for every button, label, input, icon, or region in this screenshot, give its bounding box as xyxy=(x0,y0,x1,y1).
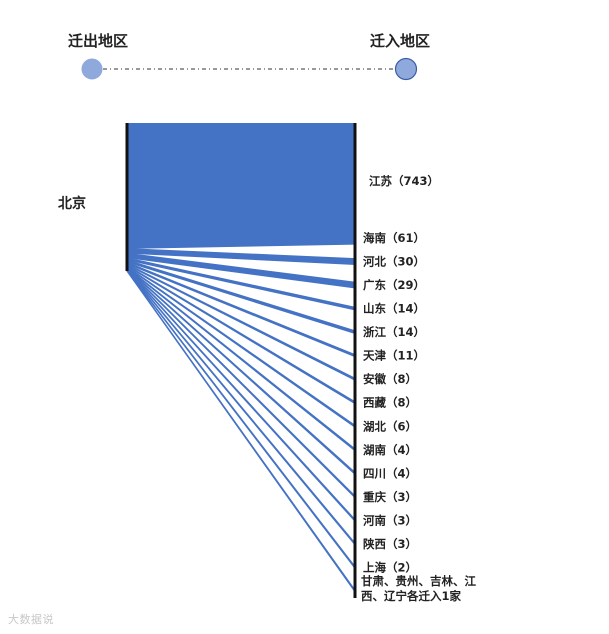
target-label: 广东（29） xyxy=(363,278,425,292)
flow-band xyxy=(126,267,356,523)
target-label: 江苏（743） xyxy=(369,174,439,188)
target-label: 浙江（14） xyxy=(363,325,425,339)
target-label: 天津（11） xyxy=(363,349,425,363)
target-label: 海南（61） xyxy=(363,231,425,245)
target-label: 西、辽宁各迁入1家 xyxy=(361,589,462,603)
flow-band xyxy=(127,123,355,239)
flow-16 xyxy=(126,268,356,570)
flow-7 xyxy=(126,261,356,358)
target-label: 西藏（8） xyxy=(363,396,417,410)
flow-10 xyxy=(126,265,356,429)
target-label: 上海（2） xyxy=(363,560,417,574)
flow-12 xyxy=(126,266,356,476)
target-label: 湖北（6） xyxy=(363,419,417,433)
target-label: 河北（30） xyxy=(363,255,425,269)
flow-15 xyxy=(126,268,356,547)
target-label: 河南（3） xyxy=(363,513,417,527)
watermark: 大数据说 xyxy=(8,613,54,626)
target-label: 山东（14） xyxy=(363,302,425,316)
source-node-label: 北京 xyxy=(58,196,86,212)
flow-band xyxy=(126,268,356,594)
target-label: 四川（4） xyxy=(363,466,417,480)
flow-14 xyxy=(126,267,356,523)
flow-band xyxy=(126,266,356,476)
target-label: 重庆（3） xyxy=(363,490,417,504)
target-label: 陕西（3） xyxy=(363,537,417,551)
flow-band xyxy=(126,268,356,547)
flow-17 xyxy=(126,268,356,594)
target-label: 安徽（8） xyxy=(363,372,417,386)
target-label: 湖南（4） xyxy=(363,443,417,457)
flow-band xyxy=(126,268,356,570)
flow-band xyxy=(126,261,356,358)
flow-1 xyxy=(127,123,355,239)
legend-to-label: 迁入地区 xyxy=(370,32,431,50)
flow-11 xyxy=(126,266,356,452)
flow-band xyxy=(126,266,356,452)
legend-from-label: 迁出地区 xyxy=(68,32,129,50)
target-label: 甘肃、贵州、吉林、江 xyxy=(361,574,476,588)
flow-band xyxy=(126,265,356,429)
